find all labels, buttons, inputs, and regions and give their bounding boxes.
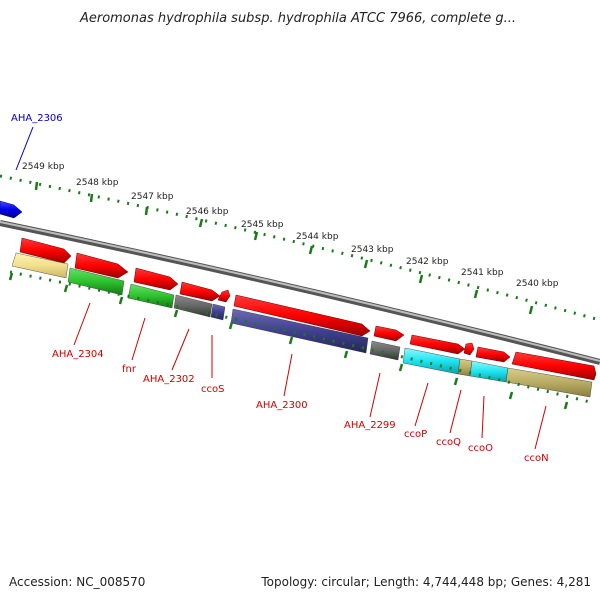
ruler-label-2549: 2549 kbp [22,162,65,172]
gene-red-11[interactable] [511,351,597,381]
gene-fnr-label: fnr [122,364,137,375]
gene-gray-1-box[interactable] [173,294,213,318]
gene-aha2302-box[interactable] [127,283,175,309]
ruler-label-2545: 2545 kbp [241,220,284,230]
gene-aha2299-label: AHA_2299 [344,420,396,431]
gene-aha2299-box[interactable] [369,340,401,361]
ruler-label-2544: 2544 kbp [296,232,339,242]
gene-ccop-label: ccoP [404,429,427,440]
gene-aha2302-label: AHA_2302 [143,374,195,385]
inner-ruler-minor-ticks [9,270,591,404]
gene-ccos-box[interactable] [210,303,226,321]
footer-accession: Accession: NC_008570 [9,575,145,589]
reverse-strand-genes [11,252,593,398]
gene-red-6[interactable] [233,294,371,337]
ruler-label-2546: 2546 kbp [186,207,229,217]
ruler-label-2541: 2541 kbp [461,268,504,278]
gene-red-10[interactable] [475,346,511,363]
ruler-label-2543: 2543 kbp [351,245,394,255]
gene-red-3[interactable] [133,267,179,291]
gene-fnr-box[interactable] [67,267,125,296]
gene-ccoo-label: ccoO [468,443,493,454]
gene-leaders [73,302,547,450]
gene-aha2306-label: AHA_2306 [11,113,63,124]
gene-red-5[interactable] [217,289,231,303]
forward-strand-genes [19,237,597,381]
gene-ccon-box[interactable] [505,367,593,398]
gene-red-1[interactable] [19,237,72,264]
ruler-label-2540: 2540 kbp [516,279,559,289]
gene-aha2304-label: AHA_2304 [52,349,104,360]
gene-ccos-label: ccoS [201,384,224,395]
inner-ruler-major-ticks [8,272,569,410]
ruler-label-2542: 2542 kbp [406,257,449,267]
gene-red-4[interactable] [179,281,221,302]
ruler-label-2548: 2548 kbp [76,178,119,188]
gene-red-9[interactable] [463,342,475,356]
outer-ruler-minor-ticks [0,174,600,322]
genome-backbone-highlight [0,221,600,362]
gene-aha2306-arrow[interactable] [0,200,23,219]
genome-backbone [0,220,600,365]
gene-aha2306-leader [15,126,34,171]
gene-aha2304-box[interactable] [11,252,69,279]
footer-topology: Topology: circular; Length: 4,744,448 bp… [260,575,591,589]
gene-red-8[interactable] [409,334,466,355]
gene-labels: AHA_2304 fnr AHA_2302 ccoS AHA_2300 AHA_… [52,349,549,464]
gene-aha2300-label: AHA_2300 [256,400,308,411]
map-title: Aeromonas hydrophila subsp. hydrophila A… [79,11,516,26]
gene-red-7[interactable] [373,325,405,342]
gene-ccoq-label: ccoQ [436,437,461,448]
gene-red-2[interactable] [74,252,129,279]
outer-ruler-major-ticks [34,181,534,315]
gene-ccon-label: ccoN [524,453,549,464]
ruler-label-2547: 2547 kbp [131,192,174,202]
